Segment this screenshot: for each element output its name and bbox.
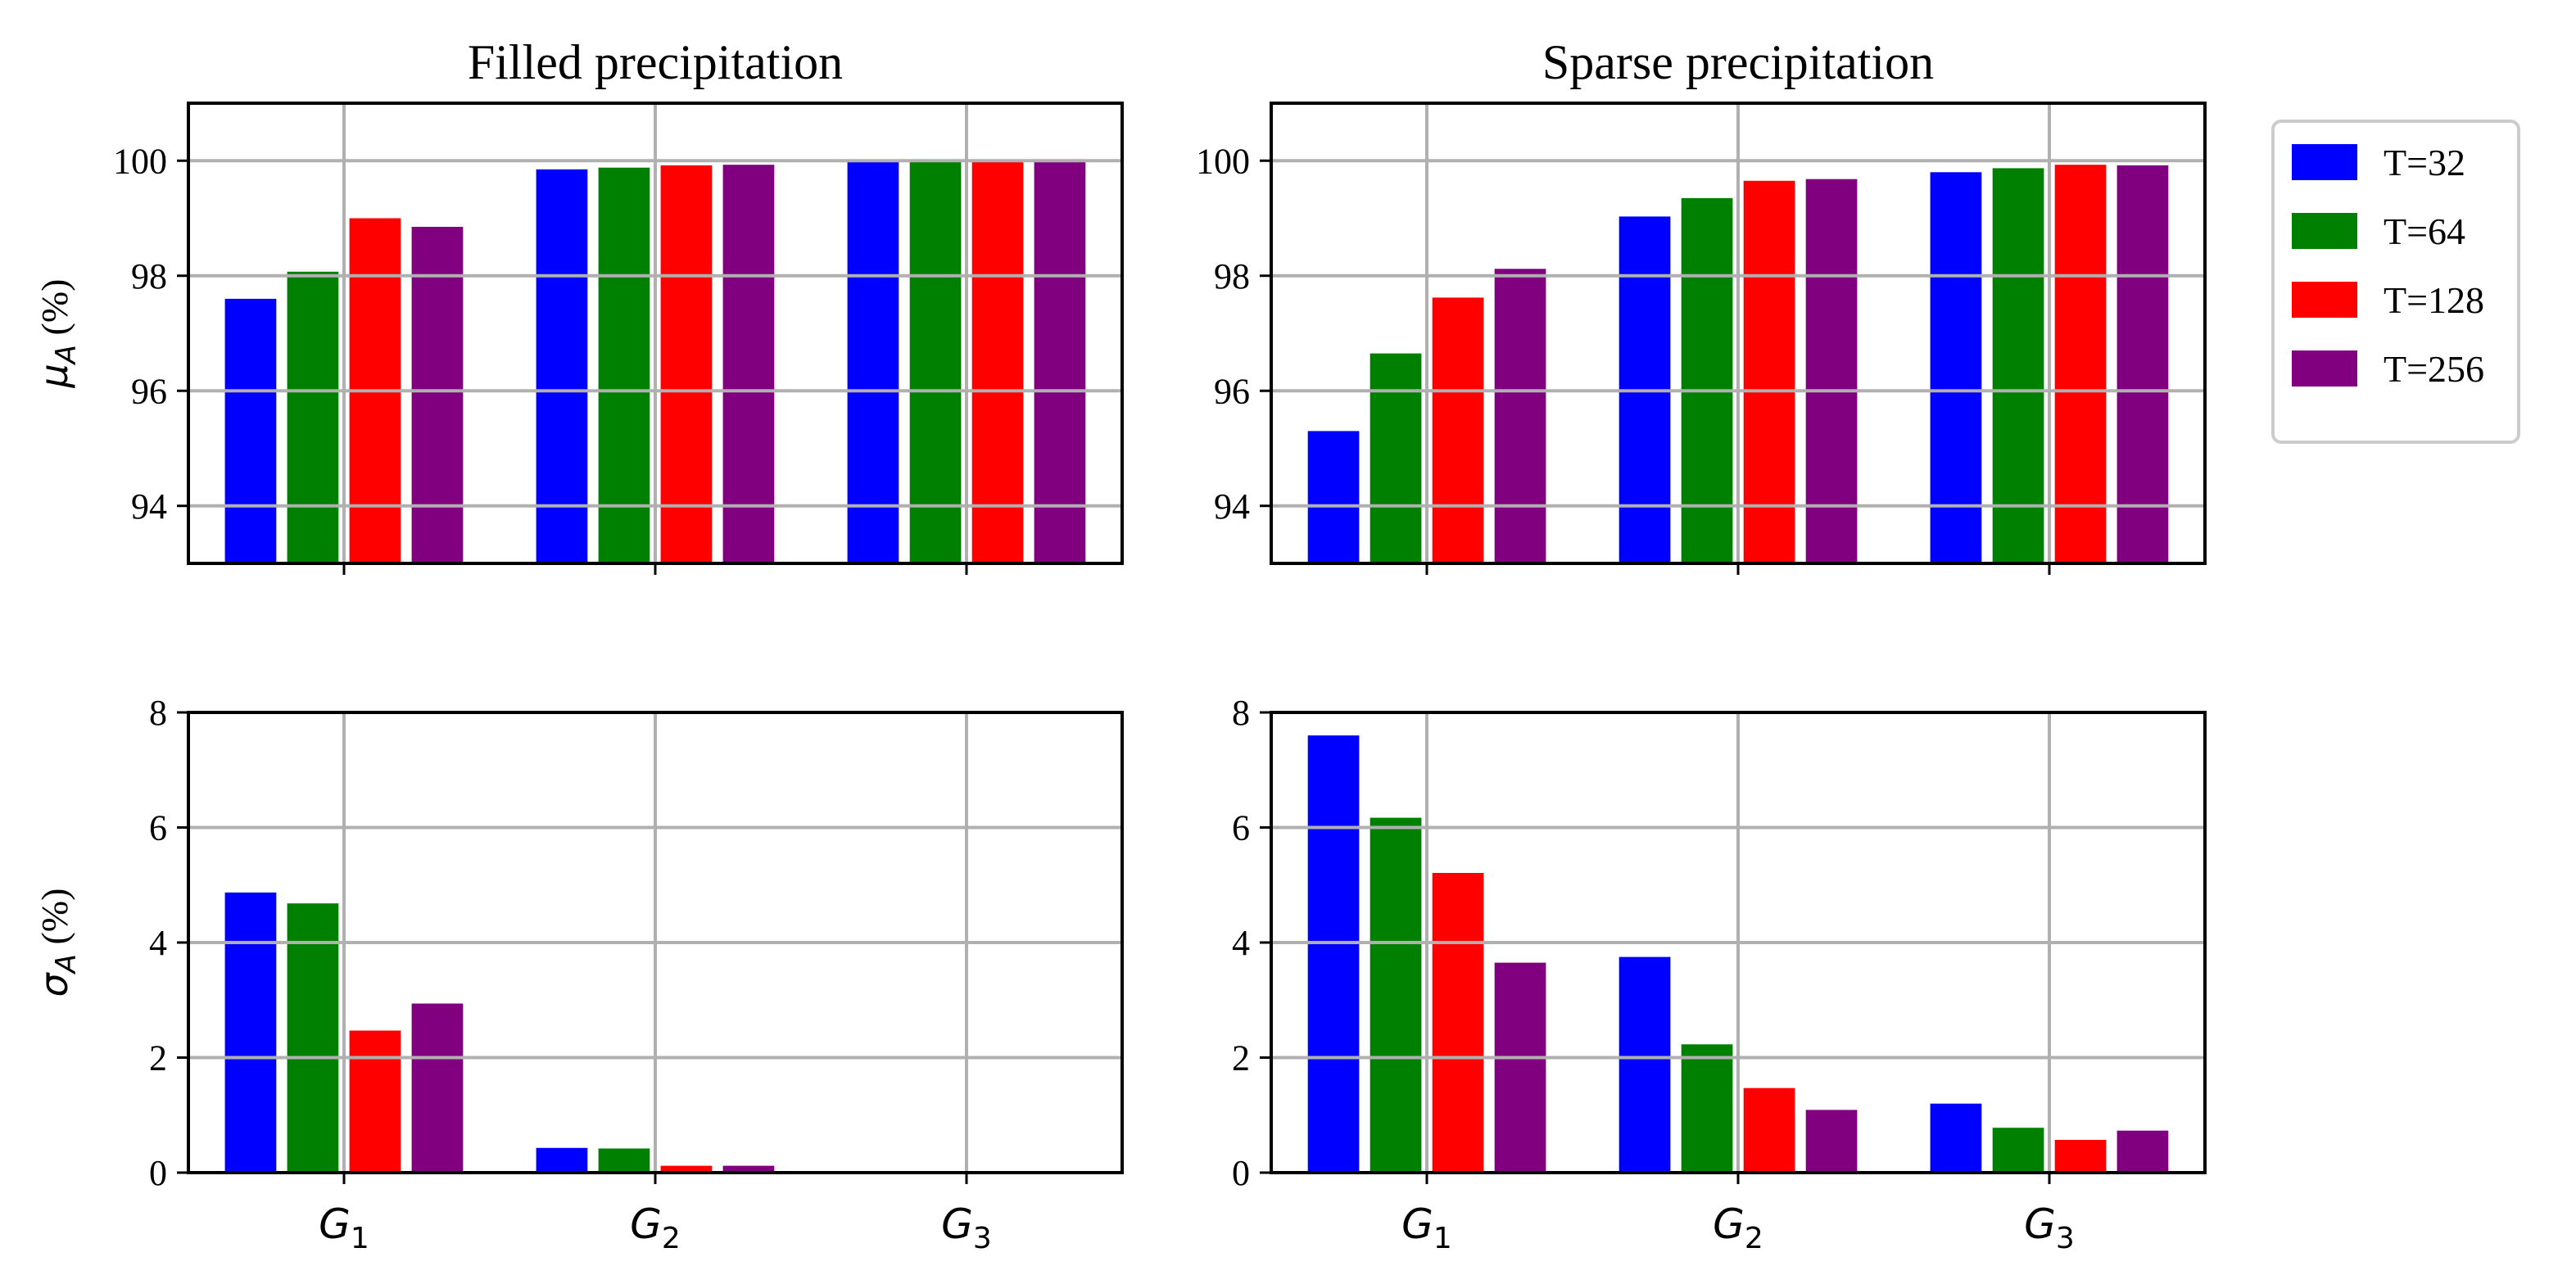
- bar-t32-g1: [224, 892, 277, 1173]
- x-tick-label: G1: [319, 1200, 369, 1255]
- bar-t64-g1: [287, 903, 339, 1173]
- bar-t128-g2: [1743, 1087, 1795, 1173]
- bar-t128-g1: [1432, 297, 1484, 563]
- bar-t256-g1: [1494, 269, 1546, 563]
- bar-t128-g2: [660, 1165, 713, 1173]
- bar-t256-g2: [1805, 1110, 1858, 1173]
- bar-t256-g3: [1034, 161, 1086, 563]
- y-tick-label: 98: [131, 256, 167, 296]
- y-tick-label: 8: [149, 693, 167, 733]
- y-tick-label: 6: [1232, 808, 1250, 848]
- bar-t128-g3: [2054, 165, 2107, 563]
- bar-t64-g3: [1992, 1128, 2044, 1173]
- x-tick-label: G3: [941, 1200, 992, 1255]
- bar-t64-g2: [598, 1148, 650, 1173]
- bar-t256-g2: [722, 165, 775, 563]
- bar-t32-g1: [1307, 735, 1360, 1173]
- bar-t64-g1: [287, 271, 339, 563]
- chart-title: Filled precipitation: [468, 35, 843, 89]
- y-tick-label: 100: [1196, 141, 1250, 181]
- bar-t256-g3: [2116, 1130, 2169, 1173]
- panel-4: 0 2 4 6 8 G1 G2 G3: [1232, 693, 2207, 1255]
- bar-t32-g3: [1930, 1103, 1982, 1173]
- bar-t32-g1: [1307, 431, 1360, 563]
- bar-t256-g1: [411, 1003, 464, 1173]
- legend-label-t32: T=32: [2384, 142, 2465, 183]
- y-tick-label: 2: [149, 1038, 167, 1078]
- y-tick-label: 96: [1214, 371, 1250, 411]
- bar-t64-g3: [909, 161, 962, 563]
- bar-t32-g2: [536, 169, 588, 564]
- legend-swatch-t256: [2292, 350, 2357, 387]
- bar-t256-g1: [1494, 962, 1546, 1173]
- legend-label-t256: T=256: [2384, 348, 2484, 390]
- bar-t64-g1: [1369, 817, 1422, 1173]
- y-tick-label: 94: [131, 486, 167, 527]
- legend-swatch-t64: [2292, 213, 2357, 249]
- bar-t128-g3: [971, 161, 1024, 563]
- y-axis-label: σA (%): [32, 888, 83, 997]
- y-tick-label: 0: [1232, 1153, 1250, 1193]
- legend-label-t128: T=128: [2384, 279, 2484, 321]
- bar-t64-g3: [1992, 168, 2044, 563]
- bar-t128-g1: [349, 1030, 401, 1173]
- legend: T=32 T=64 T=128 T=256: [2271, 120, 2520, 444]
- bar-t256-g3: [2116, 165, 2169, 563]
- bar-t256-g2: [1805, 179, 1858, 563]
- y-axis-label: μA (%): [32, 278, 83, 388]
- bar-t32-g1: [224, 298, 277, 563]
- y-tick-label: 98: [1214, 256, 1250, 296]
- x-tick-label: G3: [2024, 1200, 2075, 1255]
- bar-t128-g2: [1743, 180, 1795, 564]
- bar-t128-g1: [1432, 873, 1484, 1173]
- bar-t32-g2: [536, 1147, 588, 1173]
- panel-2: 94 96 98 100 Sparse precipitation: [1196, 35, 2207, 575]
- y-tick-label: 96: [131, 371, 167, 411]
- panel-3: 0 2 4 6 8 G1 G2 G3 σA (%): [32, 693, 1124, 1255]
- x-tick-label: G2: [630, 1200, 681, 1255]
- bar-t256-g2: [722, 1165, 775, 1173]
- y-tick-label: 4: [149, 923, 167, 963]
- legend-swatch-t128: [2292, 282, 2357, 318]
- bar-t128-g2: [660, 165, 713, 563]
- legend-label-t64: T=64: [2384, 210, 2465, 252]
- y-tick-label: 94: [1214, 486, 1250, 527]
- x-tick-label: G1: [1401, 1200, 1452, 1255]
- bar-t64-g2: [598, 167, 650, 563]
- legend-swatch-t32: [2292, 144, 2357, 180]
- bar-t64-g2: [1681, 197, 1733, 563]
- y-tick-label: 6: [149, 808, 167, 848]
- x-tick-label: G2: [1713, 1200, 1763, 1255]
- bar-t64-g1: [1369, 353, 1422, 563]
- y-tick-label: 4: [1232, 923, 1250, 963]
- y-tick-label: 0: [149, 1153, 167, 1193]
- panel-1: 94 96 98 100 Filled precipitation μA (%): [32, 35, 1124, 575]
- bar-t128-g3: [2054, 1140, 2107, 1173]
- y-tick-label: 8: [1232, 693, 1250, 733]
- chart-title: Sparse precipitation: [1542, 35, 1934, 89]
- bar-t64-g2: [1681, 1044, 1733, 1173]
- bar-t32-g3: [847, 161, 899, 563]
- bar-t32-g3: [1930, 172, 1982, 564]
- bar-t32-g2: [1618, 956, 1671, 1173]
- y-tick-label: 2: [1232, 1038, 1250, 1078]
- y-tick-label: 100: [113, 141, 167, 181]
